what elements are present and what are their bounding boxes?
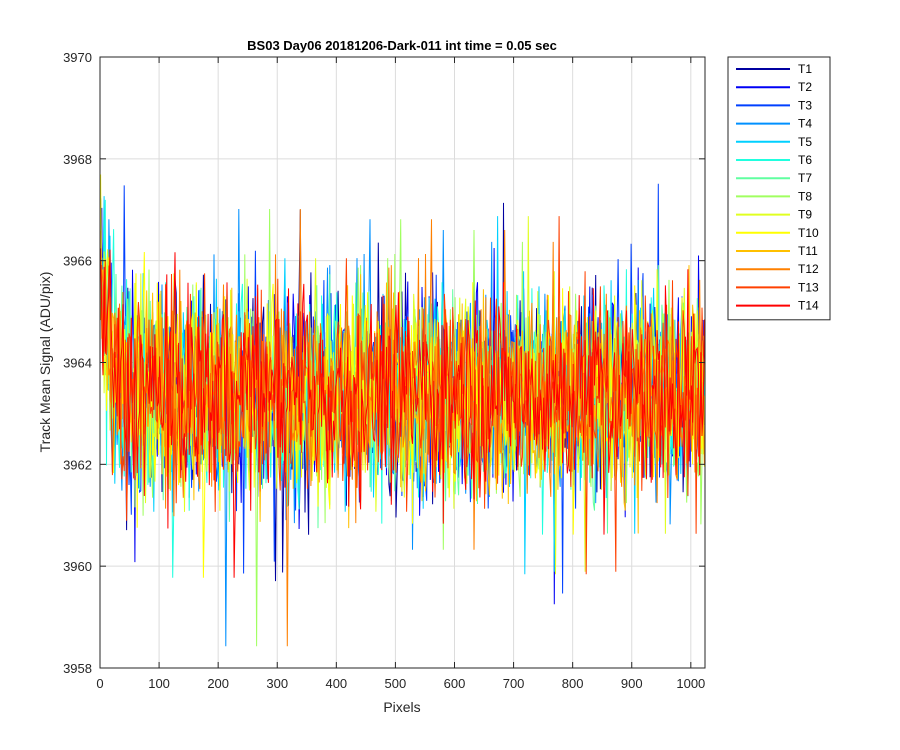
y-tick-label: 3962 [63,457,92,472]
x-tick-label: 1000 [676,676,705,691]
chart-title: BS03 Day06 20181206-Dark-011 int time = … [247,38,557,53]
legend-label-t7: T7 [798,171,812,185]
y-tick-label: 3970 [63,50,92,65]
x-tick-label: 900 [621,676,643,691]
legend-label-t10: T10 [798,226,819,240]
x-tick-label: 0 [96,676,103,691]
series-line-t14 [100,248,705,578]
legend-label-t3: T3 [798,98,812,112]
legend-label-t13: T13 [798,280,819,294]
legend-label-t2: T2 [798,80,812,94]
plot-area [100,174,705,647]
y-axis-label: Track Mean Signal (ADU/pix) [37,272,53,453]
legend: T1 T2 T3 T4 T5 T6 T7 T8 T9 T10 T11 T12 T13 T14 [727,56,831,321]
x-tick-label: 500 [385,676,407,691]
y-tick-label: 3966 [63,254,92,269]
legend-label-t14: T14 [798,299,819,313]
y-tick-label: 3968 [63,152,92,167]
legend-label-t12: T12 [798,262,819,276]
legend-label-t9: T9 [798,208,812,222]
legend-label-t5: T5 [798,135,812,149]
x-tick-label: 700 [503,676,525,691]
x-tick-label: 200 [207,676,229,691]
x-axis-label: Pixels [383,699,420,715]
x-tick-label: 400 [325,676,347,691]
legend-label-t6: T6 [798,153,812,167]
legend-label-t11: T11 [798,244,818,258]
legend-label-t4: T4 [798,117,812,131]
legend-box [727,56,831,321]
ticks: 0 100 200 300 400 500 600 700 800 900 1000 3958 3960… [63,50,705,691]
y-tick-label: 3958 [63,661,92,676]
x-tick-label: 800 [562,676,584,691]
y-tick-label: 3960 [63,559,92,574]
y-tick-label: 3964 [63,356,92,371]
x-tick-label: 300 [266,676,288,691]
legend-label-t1: T1 [798,62,812,76]
legend-label-t8: T8 [798,189,812,203]
x-tick-label: 600 [444,676,466,691]
x-tick-label: 100 [148,676,170,691]
